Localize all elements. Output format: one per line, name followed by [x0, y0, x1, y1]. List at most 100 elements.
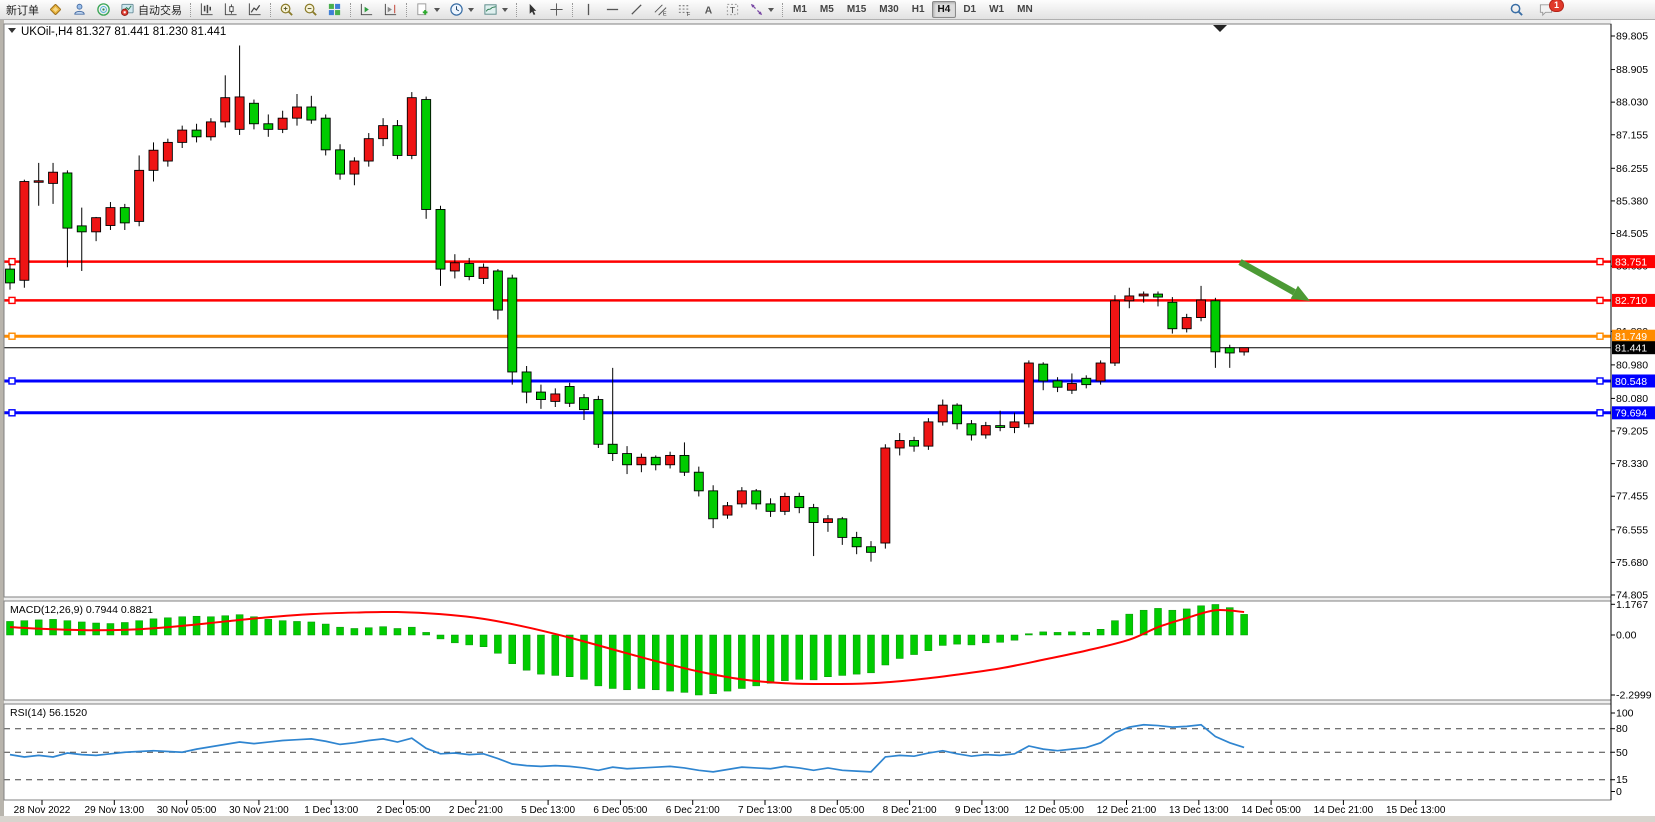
autotrading-button[interactable]: 自动交易 — [116, 1, 186, 19]
vertical-line-button[interactable] — [577, 1, 600, 19]
cursor-icon — [529, 3, 537, 16]
label-button[interactable]: T — [721, 1, 744, 19]
fibonacci-button[interactable]: F — [673, 1, 696, 19]
line-handle[interactable] — [1596, 409, 1604, 417]
horizontal-line-object-79.694[interactable] — [4, 409, 1611, 417]
price-axis-label: 88.905 — [1616, 64, 1648, 76]
horizontal-line-object-80.548[interactable] — [4, 377, 1611, 385]
macd-pane — [6, 604, 1248, 696]
time-axis-label: 30 Nov 05:00 — [157, 805, 217, 816]
price-badge-text: 81.441 — [1615, 342, 1647, 354]
search-button[interactable] — [1505, 1, 1528, 19]
new-order-button[interactable]: 新订单 — [2, 1, 43, 19]
line-handle[interactable] — [1596, 296, 1604, 305]
toolbar-separator — [270, 2, 271, 17]
period-button[interactable] — [445, 1, 478, 19]
candlestick-icon — [224, 3, 237, 16]
trendline-button[interactable] — [625, 1, 648, 19]
notification-badge: 1 — [1548, 0, 1564, 12]
line-handle[interactable] — [1596, 257, 1604, 266]
timeframe-button-H1[interactable]: H1 — [906, 1, 931, 18]
time-axis-label: 12 Dec 05:00 — [1024, 805, 1084, 816]
line-handle[interactable] — [8, 409, 16, 417]
time-axis-label: 7 Dec 13:00 — [738, 805, 792, 816]
auto-shift-icon — [384, 3, 397, 16]
timeframe-button-H4[interactable]: H4 — [931, 1, 957, 18]
time-axis-label: 5 Dec 13:00 — [521, 805, 575, 816]
rsi-axis-label: 80 — [1616, 723, 1628, 735]
trendline-icon — [631, 4, 642, 15]
line-handle[interactable] — [8, 296, 16, 305]
fibonacci-icon: F — [678, 5, 691, 17]
price-axis[interactable]: 89.805 88.905 88.030 87.155 86.255 85.380 84.5… — [1611, 31, 1655, 799]
time-axis[interactable]: 28 Nov 2022 29 Nov 13:00 30 Nov 05:00 30 No… — [14, 800, 1446, 816]
seal-icon — [50, 4, 61, 15]
line-handle[interactable] — [8, 332, 16, 340]
new-chart-button[interactable] — [411, 1, 444, 19]
candlestick-button[interactable] — [219, 1, 242, 19]
zoom-in-button[interactable] — [275, 1, 298, 19]
timeframe-button-M5[interactable]: M5 — [814, 1, 840, 18]
timeframe-button-M15[interactable]: M15 — [841, 1, 872, 18]
bar-chart-icon — [200, 3, 213, 16]
rsi-label: RSI(14) 56.1520 — [10, 707, 87, 719]
shift-end-button[interactable] — [355, 1, 378, 19]
terminal-button[interactable] — [68, 1, 91, 19]
time-axis-label: 2 Dec 05:00 — [377, 805, 431, 816]
svg-text:A: A — [705, 5, 713, 16]
price-axis-label: 84.505 — [1616, 228, 1648, 240]
price-axis-label: 78.330 — [1616, 458, 1648, 470]
one-click-trading-toggle[interactable] — [8, 28, 16, 33]
time-axis-label: 30 Nov 21:00 — [229, 805, 289, 816]
line-handle[interactable] — [8, 377, 16, 385]
price-axis-label: 80.980 — [1616, 359, 1648, 371]
seal-button[interactable] — [44, 1, 67, 19]
horizontal-line-object-81.749[interactable] — [4, 332, 1611, 340]
price-axis-label: 87.155 — [1616, 129, 1648, 141]
toolbar-separator — [782, 2, 783, 17]
horizontal-line-button[interactable] — [601, 1, 624, 19]
price-badge-text: 80.548 — [1615, 376, 1647, 388]
line-chart-button[interactable] — [243, 1, 266, 19]
timeframe-button-M1[interactable]: M1 — [787, 1, 813, 18]
autotrading-label: 自动交易 — [138, 4, 182, 17]
line-handle[interactable] — [8, 257, 16, 266]
timeframe-button-W1[interactable]: W1 — [983, 1, 1010, 18]
price-badge-80.548: 80.548 — [1612, 374, 1655, 388]
line-handle[interactable] — [1596, 377, 1604, 385]
template-icon — [484, 4, 497, 15]
price-badge-text: 81.749 — [1615, 331, 1647, 343]
template-button[interactable] — [479, 1, 512, 19]
time-axis-label: 8 Dec 05:00 — [810, 805, 864, 816]
main-chart-pane — [4, 45, 1611, 562]
timeframe-button-D1[interactable]: D1 — [957, 1, 982, 18]
timeframe-button-MN[interactable]: MN — [1011, 1, 1039, 18]
vertical-line-icon — [587, 3, 590, 16]
horizontal-line-icon — [606, 8, 619, 11]
zoom-out-button[interactable] — [299, 1, 322, 19]
price-axis-label: 80.080 — [1616, 393, 1648, 405]
line-handle[interactable] — [1596, 332, 1604, 340]
arrows-button[interactable] — [745, 1, 778, 19]
tile-windows-icon — [328, 3, 341, 16]
text-button[interactable]: A — [697, 1, 720, 19]
radar-button[interactable] — [92, 1, 115, 19]
tile-windows-button[interactable] — [323, 1, 346, 19]
horizontal-line-object-83.751[interactable] — [4, 257, 1611, 266]
time-axis-label: 28 Nov 2022 — [14, 805, 71, 816]
time-axis-label: 12 Dec 21:00 — [1097, 805, 1157, 816]
cursor-button[interactable] — [521, 1, 544, 19]
chart-canvas[interactable]: UKOil-,H4 81.327 81.441 81.230 81.441 MAC… — [0, 20, 1655, 822]
channel-button[interactable]: E — [649, 1, 672, 19]
horizontal-line-object-82.710[interactable] — [4, 296, 1611, 305]
time-axis-label: 6 Dec 05:00 — [593, 805, 647, 816]
radar-icon — [97, 3, 110, 16]
chevron-down-icon — [434, 7, 440, 12]
chart-shift-marker[interactable] — [1213, 25, 1227, 32]
bar-chart-button[interactable] — [195, 1, 218, 19]
line-chart-icon — [248, 3, 261, 16]
auto-shift-button[interactable] — [379, 1, 402, 19]
crosshair-button[interactable] — [545, 1, 568, 19]
arrow-object[interactable] — [1238, 259, 1310, 301]
timeframe-button-M30[interactable]: M30 — [873, 1, 904, 18]
